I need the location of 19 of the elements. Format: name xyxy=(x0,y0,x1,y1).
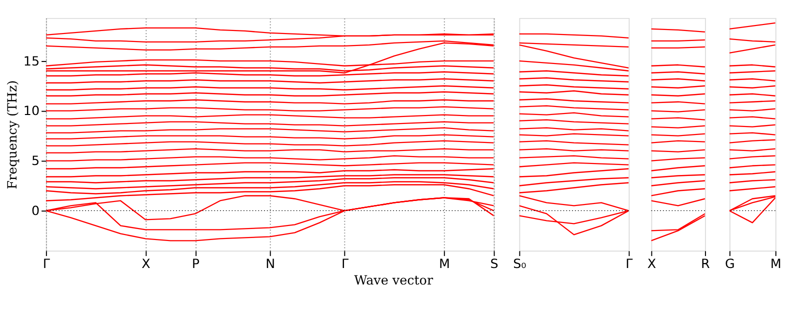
x-tick-label: S₀ xyxy=(513,256,526,271)
x-tick-label: P xyxy=(192,256,200,271)
x-tick-label: M xyxy=(770,256,782,271)
x-tick-label: S xyxy=(490,256,498,271)
x-tick-label: R xyxy=(701,256,710,271)
x-tick-label: M xyxy=(439,256,450,271)
y-tick-label: 10 xyxy=(23,103,40,118)
y-tick-label: 15 xyxy=(23,53,40,68)
x-tick-label: Γ xyxy=(626,256,634,271)
x-tick-label: X xyxy=(647,256,656,271)
y-tick-label: 5 xyxy=(32,153,40,168)
x-tick-label: G xyxy=(724,256,735,271)
x-tick-label: Γ xyxy=(341,256,350,271)
y-axis-title: Frequency (THz) xyxy=(4,80,20,190)
y-tick-label: 0 xyxy=(32,203,40,218)
x-tick-label: Γ xyxy=(42,256,51,271)
x-tick-label: N xyxy=(266,256,276,271)
x-axis-title: Wave vector xyxy=(354,272,434,288)
x-tick-label: X xyxy=(142,256,151,271)
